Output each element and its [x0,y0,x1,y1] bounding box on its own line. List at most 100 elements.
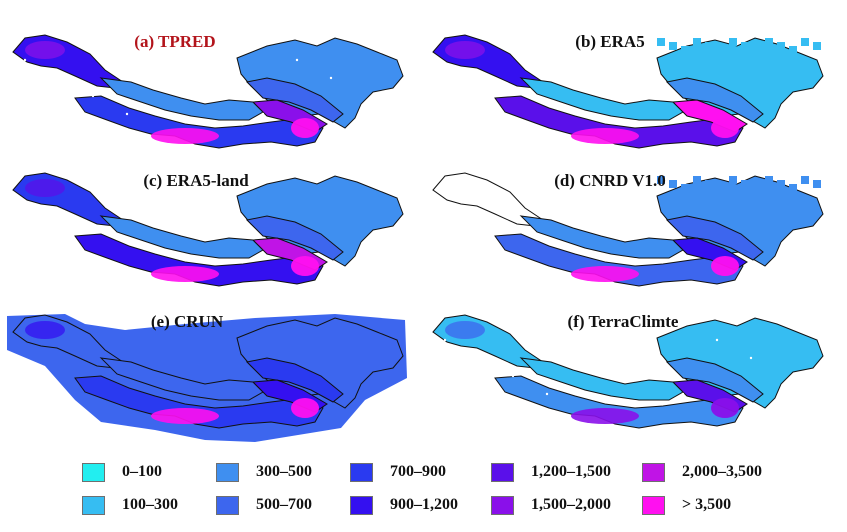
legend-swatch [642,462,665,482]
speckle [23,58,27,62]
grid-cell [741,42,749,50]
speckle [545,392,549,396]
grid-cell [765,38,773,46]
legend-item: 1,500–2,000 [491,494,611,516]
precip-hotspot [151,266,219,282]
panel-title: (e) CRUN [151,312,224,331]
precip-hotspot [711,398,739,418]
map-panel-a [12,34,404,149]
speckle [613,356,617,360]
grid-cell [813,180,821,188]
grid-cell [777,180,785,188]
grid-cell [681,46,689,54]
panel-title: (b) ERA5 [575,32,644,51]
grid-cell [753,184,761,192]
grid-cell [753,46,761,54]
legend-swatch [642,495,665,515]
grid-cell [657,38,665,46]
speckle [57,76,61,80]
grid-cell [801,176,809,184]
speckle [295,58,299,62]
precip-hotspot [25,41,65,59]
legend-swatch [491,462,514,482]
precipitation-maps: (a) TPRED (b) ERA5 (c) ERA5-land (d) CNRD V… [7,32,824,442]
speckle [715,338,719,342]
precip-hotspot [711,256,739,276]
speckle [647,374,651,378]
legend-label: 1,500–2,000 [531,496,611,513]
grid-cell [669,180,677,188]
speckle [261,112,265,116]
speckle [681,392,685,396]
speckle [125,112,129,116]
legend-item: 900–1,200 [350,494,458,516]
legend: 0–100 100–300 300–500 500–700 700–900 90… [0,455,847,532]
precip-hotspot [25,321,65,339]
legend-item: 0–100 [82,461,162,483]
precip-hotspot [151,408,219,424]
grid-cell [813,42,821,50]
legend-label: 100–300 [122,496,178,513]
speckle [329,76,333,80]
grid-cell [705,42,713,50]
precip-hotspot [445,321,485,339]
grid-cell [777,42,785,50]
grid-cell [801,38,809,46]
region-lower [74,95,324,149]
grid-cell [729,38,737,46]
grid-cell [741,180,749,188]
legend-label: 300–500 [256,463,312,480]
map-panel-b [432,34,824,149]
speckle [193,76,197,80]
legend-label: 500–700 [256,496,312,513]
precip-hotspot [571,266,639,282]
legend-swatch [350,462,373,482]
grid-cell [681,184,689,192]
legend-swatch [491,495,514,515]
precip-hotspot [711,118,739,138]
legend-swatch [350,495,373,515]
grid-cell [729,176,737,184]
speckle [91,94,95,98]
precip-hotspot [291,118,319,138]
region-lower [494,233,744,287]
legend-label: 1,200–1,500 [531,463,611,480]
legend-label: 900–1,200 [390,496,458,513]
legend-label: 700–900 [390,463,446,480]
grid-cell [789,46,797,54]
panel-title: (f) TerraClimte [568,312,679,331]
grid-cell [705,180,713,188]
legend-item: 700–900 [350,461,446,483]
legend-label: 0–100 [122,463,162,480]
precip-hotspot [291,256,319,276]
grid-cell [717,184,725,192]
panel-title: (c) ERA5-land [143,171,249,190]
legend-swatch [216,495,239,515]
precip-hotspot [571,128,639,144]
legend-item: 500–700 [216,494,312,516]
legend-item: 300–500 [216,461,312,483]
map-panel-e [7,314,407,442]
legend-label: 2,000–3,500 [682,463,762,480]
legend-item: 2,000–3,500 [642,461,762,483]
map-panel-d [432,172,824,287]
map-panel-f [432,314,824,429]
panel-title: (a) TPRED [134,32,215,51]
legend-item: 100–300 [82,494,178,516]
map-panel-c [12,172,404,287]
legend-swatch [82,495,105,515]
precip-hotspot [25,179,65,197]
precip-hotspot [571,408,639,424]
grid-cell [717,46,725,54]
speckle [749,356,753,360]
legend-swatch [216,462,239,482]
speckle [511,374,515,378]
grid-cell [693,38,701,46]
speckle [477,356,481,360]
grid-cell [765,176,773,184]
region-lower [74,375,324,429]
legend-item: > 3,500 [642,494,731,516]
region-lower [74,233,324,287]
legend-label: > 3,500 [682,496,732,513]
legend-swatch [82,462,105,482]
